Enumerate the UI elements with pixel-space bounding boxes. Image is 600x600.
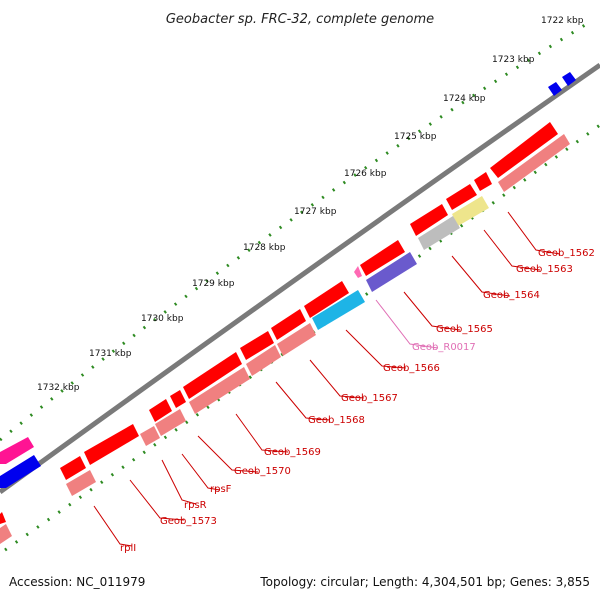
gene-label: Geob_1564 [483,290,540,301]
gene-label: Geob_1568 [308,415,365,426]
gene-block [446,184,477,210]
gene-label: Geob_1565 [436,324,493,335]
gene-block [312,290,365,330]
kbp-labels: 1722 kbp 1723 kbp 1724 kbp 1725 kbp 1726… [37,16,584,393]
kbp-label: 1723 kbp [492,55,535,65]
gene-block [240,331,274,360]
gene-block [0,524,12,544]
reverse-genes [0,134,570,544]
gene-block [149,399,172,422]
gene-block [562,72,576,86]
gene-block [170,390,186,408]
gene-block [271,309,306,340]
gene-block [246,345,281,376]
kbp-label: 1725 kbp [394,132,437,142]
gene-label: Geob_1567 [341,393,398,404]
leader-lines [93,211,561,547]
topology-text: Topology: circular; Length: 4,304,501 bp… [259,575,590,589]
kbp-label: 1728 kbp [243,243,286,253]
leader-line [403,291,461,331]
leader-line [129,479,185,521]
gene-block [304,281,349,318]
gene-block [366,252,417,292]
gene-block [0,512,6,524]
gene-label: rpsF [210,484,232,495]
gene-block [155,409,186,436]
gene-block [498,134,570,192]
gene-block [183,352,242,399]
leader-line [451,255,511,297]
leader-line [197,435,259,473]
gene-block [84,424,139,465]
map-title: Geobacter sp. FRC-32, complete genome [166,12,434,27]
accession-text: Accession: NC_011979 [9,575,145,589]
gene-block [418,216,460,250]
gene-block [490,122,558,178]
leader-line [181,453,221,491]
gene-block [0,455,41,488]
gene-block [189,367,250,414]
gene-label: Geob_1566 [383,363,440,374]
leader-line [483,229,541,271]
genome-backbone [0,62,600,495]
gene-label: Geob_1562 [538,248,595,259]
leader-line [345,329,407,369]
gene-block [66,470,96,496]
gene-block [277,323,316,356]
outer-tick-ring [0,23,586,442]
leader-line [235,413,289,453]
gene-label: Geob_1563 [516,264,573,275]
kbp-label: 1726 kbp [344,169,387,179]
leader-line [375,299,439,349]
gene-label: Geob_1569 [264,447,321,458]
gene-block [354,266,362,278]
kbp-label: 1727 kbp [294,207,337,217]
gene-block [548,82,562,96]
gene-block [60,456,86,480]
gene-label: Geob_1570 [234,466,291,477]
gene-block [410,204,448,236]
gene-label: rplI [120,543,136,554]
gene-label: rpsR [184,500,207,511]
gene-label: Geob_R0017 [412,342,476,353]
gene-block [452,196,489,226]
leader-line [275,381,331,421]
kbp-label: 1724 kbp [443,94,486,104]
leader-line [309,359,365,399]
leader-line [507,211,561,255]
gene-block [140,426,160,446]
kbp-label: 1732 kbp [37,383,80,393]
gene-label: Geob_1573 [160,516,217,527]
kbp-label: 1729 kbp [192,279,235,289]
forward-genes [0,72,576,488]
kbp-label: 1730 kbp [141,314,184,324]
leader-line [161,459,197,505]
kbp-label: 1722 kbp [541,16,584,26]
kbp-label: 1731 kbp [89,349,132,359]
gene-block [360,240,405,276]
gene-block [474,172,492,191]
gene-labels: Geob_1562 Geob_1563 Geob_1564 Geob_1565 … [120,248,595,554]
leader-line [93,505,133,547]
gene-block [0,437,34,464]
